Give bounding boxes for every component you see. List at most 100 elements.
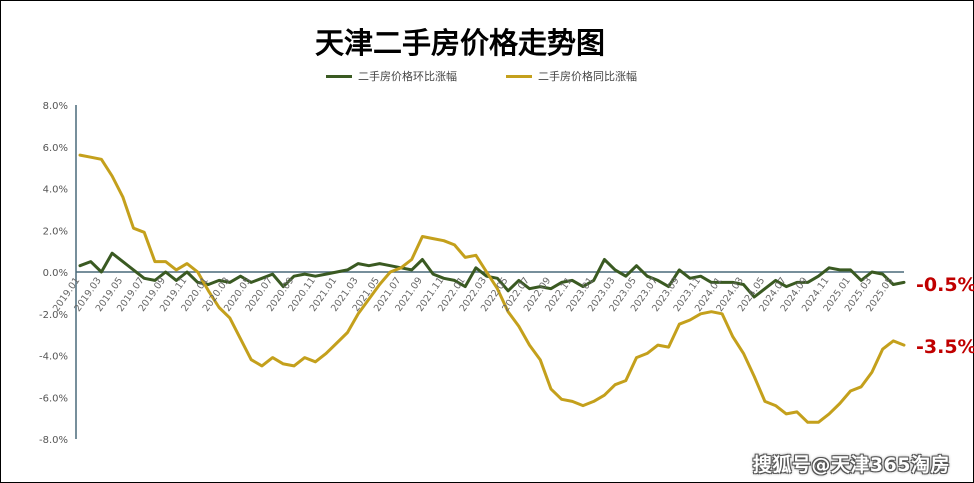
data-point-mom bbox=[432, 273, 434, 275]
data-point-yoy bbox=[443, 239, 445, 242]
data-point-yoy bbox=[528, 344, 531, 346]
data-point-mom bbox=[218, 279, 220, 282]
data-point-mom bbox=[678, 269, 681, 271]
data-point-mom bbox=[871, 271, 873, 273]
legend-label-mom: 二手房价格环比涨幅 bbox=[358, 70, 457, 83]
data-point-yoy bbox=[164, 260, 167, 263]
data-point-yoy bbox=[357, 313, 360, 315]
data-point-mom bbox=[646, 275, 648, 278]
data-point-mom bbox=[239, 275, 242, 278]
data-point-yoy bbox=[881, 348, 884, 351]
data-point-mom bbox=[667, 285, 670, 288]
data-point-yoy bbox=[603, 394, 606, 397]
data-point-yoy bbox=[303, 356, 306, 359]
data-point-mom bbox=[336, 271, 338, 273]
data-point-mom bbox=[186, 271, 188, 273]
data-point-mom bbox=[325, 273, 327, 275]
data-point-yoy bbox=[475, 254, 477, 257]
y-tick-label: -6.0% bbox=[39, 393, 68, 404]
data-point-yoy bbox=[710, 310, 713, 313]
data-point-mom bbox=[710, 281, 713, 284]
data-point-yoy bbox=[732, 335, 734, 338]
data-point-mom bbox=[849, 269, 852, 271]
y-tick-label: 4.0% bbox=[43, 185, 68, 196]
data-point-mom bbox=[496, 277, 499, 280]
data-point-yoy bbox=[667, 346, 670, 348]
data-point-mom bbox=[732, 281, 734, 284]
data-point-mom bbox=[721, 281, 723, 284]
data-point-yoy bbox=[389, 271, 392, 273]
y-tick-label: 6.0% bbox=[43, 143, 68, 154]
data-point-mom bbox=[89, 260, 92, 263]
data-point-yoy bbox=[828, 413, 830, 415]
data-point-yoy bbox=[485, 271, 488, 273]
data-point-mom bbox=[903, 281, 905, 284]
data-point-mom bbox=[582, 285, 584, 288]
series-line-yoy bbox=[78, 153, 906, 424]
data-point-yoy bbox=[646, 352, 648, 355]
data-point-mom bbox=[164, 271, 167, 273]
data-point-yoy bbox=[432, 237, 434, 240]
data-point-mom bbox=[796, 281, 798, 284]
data-point-yoy bbox=[464, 256, 467, 259]
data-point-mom bbox=[785, 285, 788, 288]
data-point-yoy bbox=[806, 421, 809, 424]
data-point-mom bbox=[464, 285, 467, 288]
data-point-yoy bbox=[378, 283, 381, 286]
data-point-yoy bbox=[871, 371, 873, 374]
data-point-mom bbox=[154, 279, 156, 282]
data-point-mom bbox=[742, 283, 745, 286]
series-line-mom bbox=[78, 251, 906, 299]
data-point-yoy bbox=[79, 154, 81, 156]
data-point-yoy bbox=[560, 398, 563, 401]
data-point-mom bbox=[560, 281, 563, 284]
data-point-yoy bbox=[271, 356, 274, 359]
data-point-yoy bbox=[282, 363, 285, 365]
data-point-yoy bbox=[239, 338, 242, 340]
data-point-mom bbox=[518, 279, 520, 282]
data-point-mom bbox=[271, 273, 274, 275]
data-point-yoy bbox=[175, 269, 178, 271]
data-point-mom bbox=[528, 287, 531, 290]
watermark: 搜狐号@天津365淘房 bbox=[752, 454, 950, 476]
data-point-yoy bbox=[785, 413, 788, 415]
data-point-mom bbox=[293, 275, 295, 278]
data-point-mom bbox=[100, 271, 103, 273]
data-point-mom bbox=[625, 275, 627, 278]
data-point-yoy bbox=[689, 319, 691, 321]
data-point-yoy bbox=[186, 262, 188, 265]
data-point-yoy bbox=[849, 390, 852, 392]
data-point-yoy bbox=[122, 196, 124, 198]
data-point-mom bbox=[764, 287, 766, 290]
data-point-yoy bbox=[539, 358, 541, 361]
data-point-yoy bbox=[368, 298, 370, 300]
data-point-mom bbox=[122, 260, 124, 263]
y-tick-label: -4.0% bbox=[39, 352, 68, 363]
data-point-mom bbox=[550, 287, 552, 290]
data-point-mom bbox=[839, 269, 841, 271]
data-point-yoy bbox=[400, 267, 402, 269]
data-point-yoy bbox=[229, 317, 231, 319]
legend-swatch-yoy bbox=[506, 74, 532, 78]
data-point-yoy bbox=[218, 306, 220, 309]
data-point-yoy bbox=[657, 344, 659, 346]
data-point-yoy bbox=[496, 287, 499, 290]
data-point-mom bbox=[303, 273, 306, 275]
data-point-yoy bbox=[839, 402, 841, 405]
data-point-mom bbox=[453, 279, 456, 282]
legend-swatch-mom bbox=[326, 74, 352, 78]
data-point-mom bbox=[892, 283, 895, 286]
data-point-yoy bbox=[774, 404, 777, 407]
data-point-yoy bbox=[143, 231, 145, 234]
data-point-mom bbox=[828, 267, 830, 269]
data-point-mom bbox=[261, 277, 263, 280]
data-point-yoy bbox=[582, 404, 584, 407]
data-point-mom bbox=[421, 258, 424, 261]
y-tick-label: 2.0% bbox=[43, 226, 68, 237]
data-point-yoy bbox=[132, 227, 135, 229]
data-point-yoy bbox=[860, 386, 862, 388]
data-point-yoy bbox=[903, 344, 905, 346]
data-point-yoy bbox=[453, 244, 456, 246]
data-point-mom bbox=[603, 258, 606, 261]
data-point-mom bbox=[753, 296, 755, 298]
